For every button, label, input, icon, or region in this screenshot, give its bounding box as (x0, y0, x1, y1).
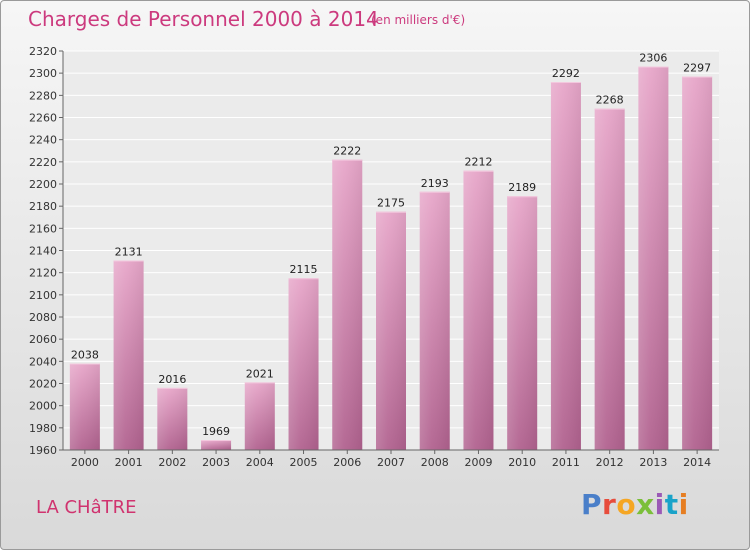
x-tick-label: 2003 (202, 456, 230, 469)
x-tick-label: 2005 (290, 456, 318, 469)
y-tick-label: 2120 (29, 267, 57, 280)
bar-shade-2000 (69, 363, 100, 450)
data-label: 2212 (464, 156, 492, 169)
y-tick-label: 2300 (29, 67, 57, 80)
y-tick-label: 2040 (29, 355, 57, 368)
data-label: 2021 (246, 367, 274, 380)
bar-shade-2007 (376, 211, 406, 450)
chart-subtitle: (en milliers d'€) (371, 13, 466, 27)
data-label: 2189 (508, 181, 536, 194)
bar-shade-2013 (638, 66, 669, 451)
y-tick-label: 2020 (29, 378, 57, 391)
x-tick-label: 2006 (333, 456, 361, 469)
x-tick-label: 2012 (596, 456, 624, 469)
town-name: LA CHâTRE (36, 497, 137, 518)
chart-title: Charges de Personnel 2000 à 2014 (28, 7, 379, 31)
data-label: 2131 (115, 245, 143, 258)
data-label: 2016 (158, 373, 186, 386)
bar-shade-2005 (288, 278, 319, 450)
data-label: 1969 (202, 425, 230, 438)
x-tick-label: 2009 (464, 456, 492, 469)
data-label: 2175 (377, 197, 405, 210)
y-tick-label: 2280 (29, 89, 57, 102)
x-tick-label: 2014 (683, 456, 711, 469)
bar-shade-2014 (682, 76, 713, 450)
y-tick-label: 1960 (29, 444, 57, 457)
y-tick-label: 1980 (29, 422, 57, 435)
x-tick-label: 2000 (71, 456, 99, 469)
logo-letter: x (636, 488, 655, 521)
bar-shade-2001 (113, 260, 144, 450)
y-tick-label: 2200 (29, 178, 57, 191)
data-label: 2306 (639, 52, 667, 65)
data-label: 2038 (71, 349, 99, 362)
y-tick-label: 2100 (29, 289, 57, 302)
bar-shade-2003 (201, 440, 232, 450)
data-label: 2115 (290, 263, 318, 276)
x-tick-label: 2004 (246, 456, 274, 469)
bar-shade-2012 (594, 108, 625, 450)
data-label: 2222 (333, 145, 361, 158)
logo-letter: o (616, 488, 637, 521)
x-tick-label: 2013 (639, 456, 667, 469)
y-tick-label: 2320 (29, 45, 57, 58)
data-label: 2193 (421, 177, 449, 190)
logo-letter: i (678, 488, 689, 521)
x-tick-label: 2010 (508, 456, 536, 469)
logo-letter: r (602, 488, 617, 521)
data-label: 2292 (552, 67, 580, 80)
y-tick-label: 2160 (29, 222, 57, 235)
y-tick-label: 2180 (29, 200, 57, 213)
logo-letter: i (654, 488, 665, 521)
bar-shade-2010 (507, 196, 538, 450)
logo-letter: t (664, 488, 679, 521)
x-tick-label: 2001 (115, 456, 143, 469)
x-tick-label: 2008 (421, 456, 449, 469)
y-tick-label: 2220 (29, 156, 57, 169)
bar-shade-2002 (157, 387, 188, 450)
y-tick-label: 2260 (29, 112, 57, 125)
y-tick-label: 2080 (29, 311, 57, 324)
proxiti-logo: Proxiti (581, 488, 689, 521)
x-tick-label: 2011 (552, 456, 580, 469)
y-tick-label: 2240 (29, 134, 57, 147)
bar-shade-2006 (332, 159, 363, 450)
y-tick-label: 2000 (29, 400, 57, 413)
data-label: 2297 (683, 61, 711, 74)
y-tick-label: 2140 (29, 245, 57, 258)
bar-shade-2011 (550, 82, 581, 451)
data-label: 2268 (596, 94, 624, 107)
bar-shade-2004 (244, 382, 275, 450)
y-tick-label: 2060 (29, 333, 57, 346)
x-tick-label: 2007 (377, 456, 405, 469)
logo-letter: P (581, 488, 603, 521)
x-tick-label: 2002 (158, 456, 186, 469)
bar-shade-2008 (419, 191, 450, 450)
bar-shade-2009 (463, 170, 494, 450)
